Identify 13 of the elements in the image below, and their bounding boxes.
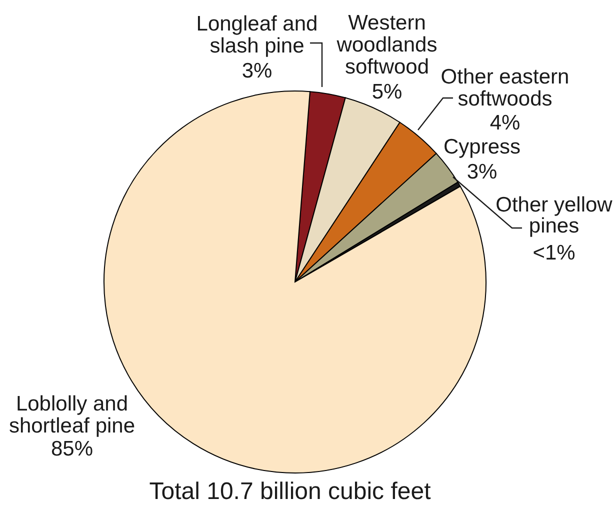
slice-label: Longleaf and slash pine [196, 12, 318, 58]
slice-label: Western woodlands softwood [336, 11, 438, 78]
data-label: 4% [490, 111, 520, 134]
text: Total 10.7 billion cubic feet [149, 478, 431, 505]
slice-label: Other eastern softwoods [440, 65, 570, 110]
data-label: <1% [532, 241, 576, 264]
data-label: 85% [50, 437, 94, 460]
data-label: 5% [372, 80, 402, 104]
data-label: 3% [466, 160, 498, 184]
slice-label: Cypress [443, 135, 521, 158]
data-label: 3% [242, 59, 272, 82]
slice-label: Other yellow pines [496, 193, 614, 238]
slice-label: Loblolly and shortleaf pine [8, 392, 136, 438]
